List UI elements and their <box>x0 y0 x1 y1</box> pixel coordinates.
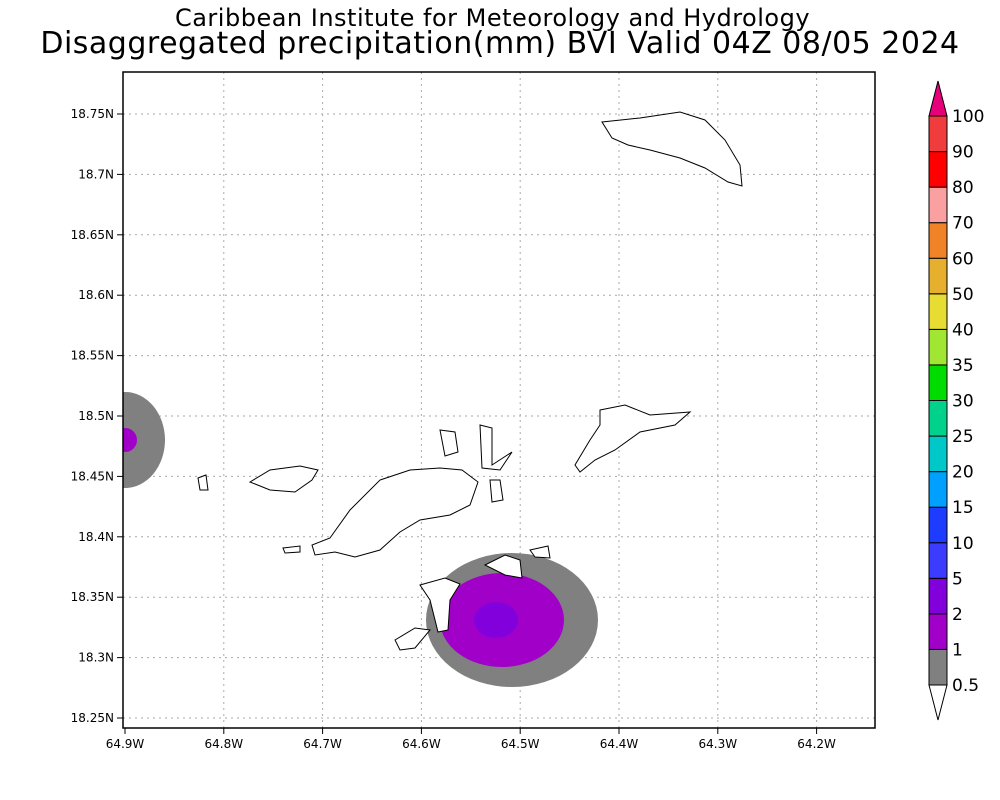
lon-tick-label: 64.6W <box>402 737 441 751</box>
lon-tick-label: 64.3W <box>699 737 738 751</box>
lon-tick-label: 64.4W <box>600 737 639 751</box>
precip-contour-0.5-west <box>123 392 165 488</box>
chart-title: Caribbean Institute for Meteorology and … <box>174 4 811 32</box>
precip-field <box>123 392 598 687</box>
colorbar-label: 15 <box>952 498 974 518</box>
colorbar-segment <box>928 471 948 508</box>
precip-contour-2 <box>474 602 518 638</box>
colorbar-segment <box>928 648 948 686</box>
lat-tick-label: 18.45N <box>71 469 114 483</box>
colorbar-segment <box>928 186 948 224</box>
colorbar-label: 80 <box>952 178 974 198</box>
colorbar-label: 20 <box>952 463 974 483</box>
colorbar-label: 100 <box>952 107 984 127</box>
colorbar-label: 60 <box>952 249 974 269</box>
lon-tick-label: 64.8W <box>205 737 244 751</box>
island-ginger <box>529 545 551 559</box>
island-virgin-gorda <box>574 404 692 473</box>
lon-tick-label: 64.9W <box>106 737 145 751</box>
lat-tick-label: 18.25N <box>71 711 114 725</box>
islands <box>197 111 743 651</box>
colorbar-label: 0.5 <box>952 676 979 696</box>
colorbar-segment <box>928 542 948 579</box>
colorbar-segment <box>928 506 948 544</box>
lat-tick-label: 18.65N <box>71 228 114 242</box>
colorbar-label: 40 <box>952 320 974 340</box>
colorbar-segment <box>928 613 948 650</box>
lat-tick-label: 18.7N <box>78 167 114 181</box>
island-sandy <box>489 479 504 503</box>
colorbar-segment <box>928 328 948 366</box>
island-jost-van-dyke <box>248 465 319 493</box>
colorbar-segment <box>928 151 948 188</box>
colorbar-segment <box>928 222 948 259</box>
colorbar-label: 35 <box>952 356 974 376</box>
colorbar-label: 50 <box>952 285 974 305</box>
island-peter <box>419 577 461 633</box>
colorbar-label: 5 <box>952 569 963 589</box>
island-salt <box>483 554 523 579</box>
colorbar-label: 10 <box>952 534 974 554</box>
colorbar-label: 30 <box>952 392 974 412</box>
map-frame <box>122 71 876 729</box>
island-cays-west <box>197 474 209 491</box>
lat-tick-label: 18.5N <box>78 409 114 423</box>
lon-tick-label: 64.2W <box>797 737 836 751</box>
lat-tick-label: 18.3N <box>78 651 114 665</box>
colorbar-label: 90 <box>952 143 974 163</box>
colorbar-low-arrow <box>928 684 948 721</box>
lat-tick-label: 18.55N <box>71 349 114 363</box>
lon-tick-label: 64.7W <box>303 737 342 751</box>
lon-tick-label: 64.5W <box>501 737 540 751</box>
lat-tick-label: 18.6N <box>78 288 114 302</box>
lat-tick-label: 18.75N <box>71 107 114 121</box>
island-anegada <box>601 111 743 187</box>
chart-subtitle: Disaggregated precipitation(mm) BVI Vali… <box>40 26 960 61</box>
island-beef <box>479 424 513 471</box>
colorbar-segment <box>928 400 948 437</box>
colorbar-segment <box>928 577 948 615</box>
island-camanoe <box>439 429 459 457</box>
colorbar-high-arrow <box>928 80 948 117</box>
colorbar-segment <box>928 115 948 153</box>
island-little-thatch <box>282 545 301 554</box>
lat-tick-label: 18.35N <box>71 590 114 604</box>
colorbar-segment <box>928 257 948 295</box>
precip-contour-1-west <box>123 428 137 452</box>
island-tortola <box>311 467 479 558</box>
colorbar-segment <box>928 293 948 330</box>
lat-tick-label: 18.4N <box>78 530 114 544</box>
colorbar-label: 25 <box>952 427 974 447</box>
colorbar-label: 1 <box>952 640 963 660</box>
colorbar-segment <box>928 435 948 473</box>
colorbar-label: 70 <box>952 214 974 234</box>
island-cooper <box>394 627 431 651</box>
colorbar-label: 2 <box>952 605 963 625</box>
colorbar-segment <box>928 364 948 401</box>
